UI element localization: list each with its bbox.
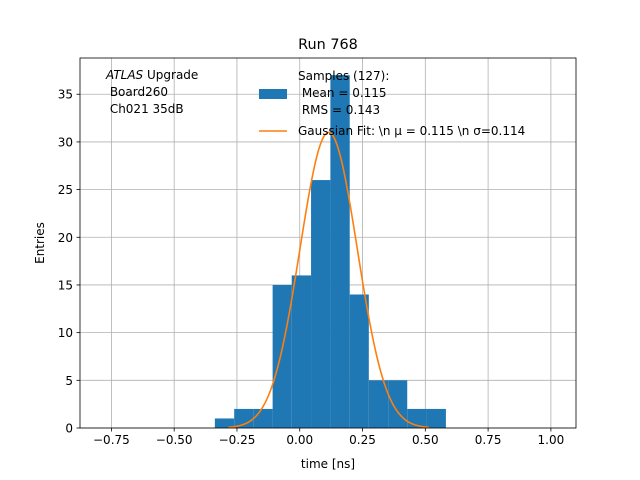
legend: Samples (127): Mean = 0.115 RMS = 0.143 … xyxy=(259,69,525,138)
x-tick-label: 0.50 xyxy=(412,433,439,447)
y-tick-label: 10 xyxy=(58,326,73,340)
x-axis-ticks: −0.75 −0.50 −0.25 0.00 0.25 0.50 0.75 1.00 xyxy=(93,428,564,447)
board-label: Board260 xyxy=(106,85,168,99)
x-tick-label: −0.25 xyxy=(219,433,256,447)
atlas-annotation: ATLAS Upgrade Board260 Ch021 35dB xyxy=(105,68,198,116)
histogram-bar xyxy=(272,284,292,428)
histogram-bar xyxy=(349,294,369,428)
x-tick-label: 0.00 xyxy=(286,433,313,447)
gaussian-fit-curve xyxy=(228,131,430,429)
atlas-annotation-line1: ATLAS Upgrade xyxy=(105,68,198,82)
histogram-bars xyxy=(214,75,446,428)
y-tick-label: 5 xyxy=(65,374,73,388)
atlas-label: ATLAS xyxy=(105,68,144,82)
x-tick-label: −0.75 xyxy=(93,433,130,447)
legend-histogram-line2: Mean = 0.115 xyxy=(298,86,387,100)
channel-label: Ch021 35dB xyxy=(106,102,184,116)
legend-histogram-line3: RMS = 0.143 xyxy=(298,103,380,117)
y-tick-label: 0 xyxy=(65,422,73,436)
y-tick-label: 15 xyxy=(58,278,73,292)
legend-fit-label: Gaussian Fit: \n μ = 0.115 \n σ=0.114 xyxy=(298,124,525,138)
y-tick-label: 25 xyxy=(58,183,73,197)
y-tick-label: 30 xyxy=(58,135,73,149)
x-gridlines xyxy=(110,58,552,428)
legend-histogram-patch xyxy=(259,89,287,99)
x-tick-label: −0.50 xyxy=(156,433,193,447)
histogram-bar xyxy=(311,180,331,428)
upgrade-label: Upgrade xyxy=(143,68,198,82)
x-tick-label: 0.75 xyxy=(475,433,502,447)
histogram-bar xyxy=(234,408,254,428)
x-axis-label: time [ns] xyxy=(301,457,355,471)
histogram-bar xyxy=(330,75,350,428)
x-tick-label: 0.25 xyxy=(349,433,376,447)
chart-title: Run 768 xyxy=(298,37,358,53)
legend-histogram-line1: Samples (127): xyxy=(298,69,389,83)
y-tick-label: 35 xyxy=(58,88,73,102)
histogram-bar xyxy=(253,408,273,428)
histogram-bar xyxy=(368,380,389,428)
histogram-bar xyxy=(291,275,312,428)
x-tick-label: 1.00 xyxy=(538,433,565,447)
histogram-bar xyxy=(426,408,446,428)
histogram-bar xyxy=(388,380,408,428)
plot-frame xyxy=(79,57,577,429)
histogram-bar xyxy=(214,418,235,428)
y-axis-ticks: 0 5 10 15 20 25 30 35 xyxy=(58,88,80,436)
y-tick-label: 20 xyxy=(58,231,73,245)
y-axis-label: Entries xyxy=(33,222,47,264)
